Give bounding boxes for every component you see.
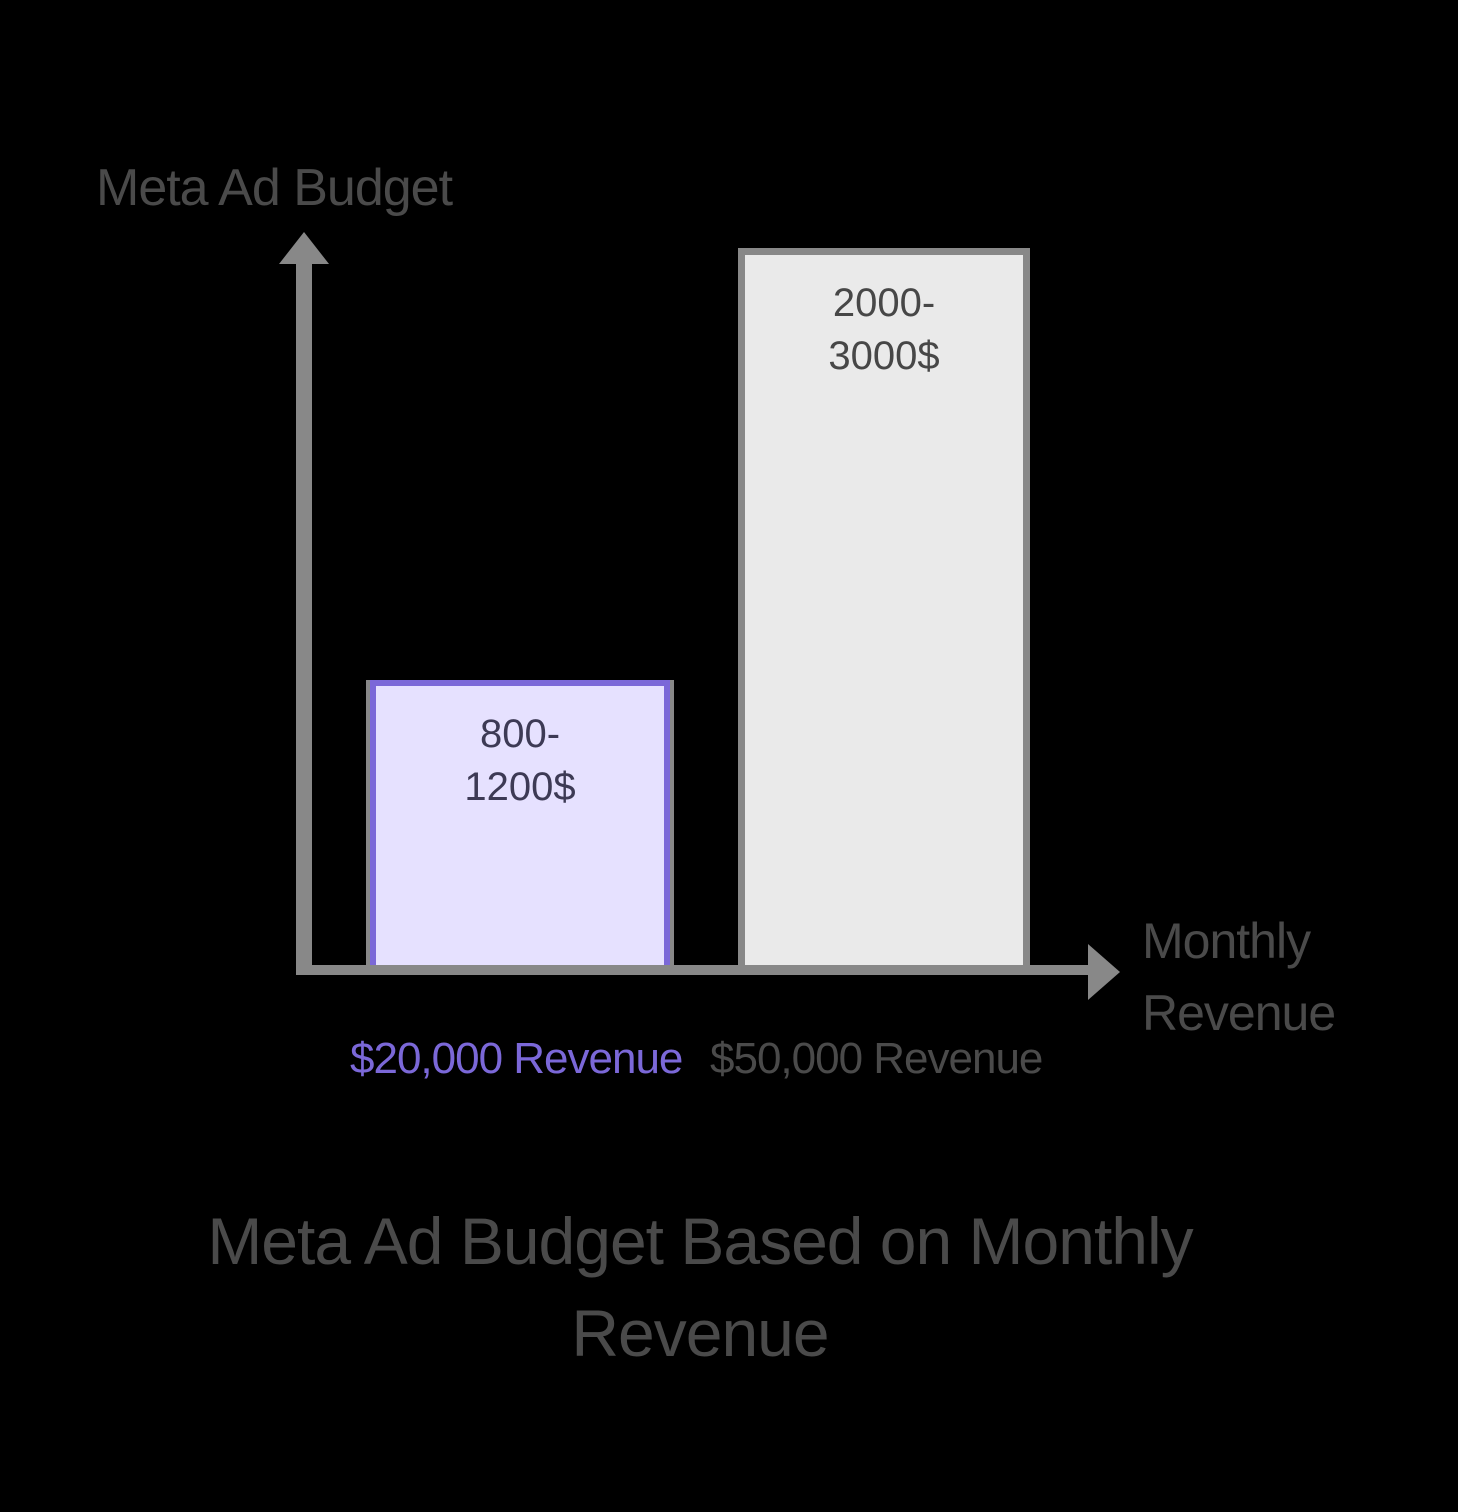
bar-20000-revenue: 800- 1200$ [370, 680, 670, 972]
bar-value-line1: 800- [479, 712, 561, 756]
category-label-20000: $20,000 Revenue [350, 1034, 683, 1083]
bar-50000-revenue: 2000- 3000$ [738, 248, 1030, 972]
bar-value-line1: 2000- [832, 281, 936, 325]
chart-title-line1: Meta Ad Budget Based on Monthly [207, 1204, 1193, 1278]
bar-value-label: 2000- 3000$ [828, 277, 939, 972]
chart-title: Meta Ad Budget Based on Monthly Revenue [0, 1195, 1400, 1379]
bar-value-line2: 3000$ [828, 334, 940, 378]
x-axis-label: Monthly Revenue [1142, 905, 1336, 1049]
category-label-50000: $50,000 Revenue [710, 1034, 1043, 1083]
y-axis-line [296, 258, 312, 975]
x-axis-label-line1: Monthly [1142, 913, 1311, 969]
x-axis-arrow-icon [1088, 944, 1120, 1000]
bar-value-line2: 1200$ [464, 765, 576, 809]
y-axis-label: Meta Ad Budget [96, 159, 453, 217]
x-axis-line [296, 965, 1092, 975]
x-axis-label-line2: Revenue [1142, 985, 1336, 1041]
chart-title-line2: Revenue [571, 1296, 829, 1370]
bar-value-label: 800- 1200$ [464, 708, 575, 972]
